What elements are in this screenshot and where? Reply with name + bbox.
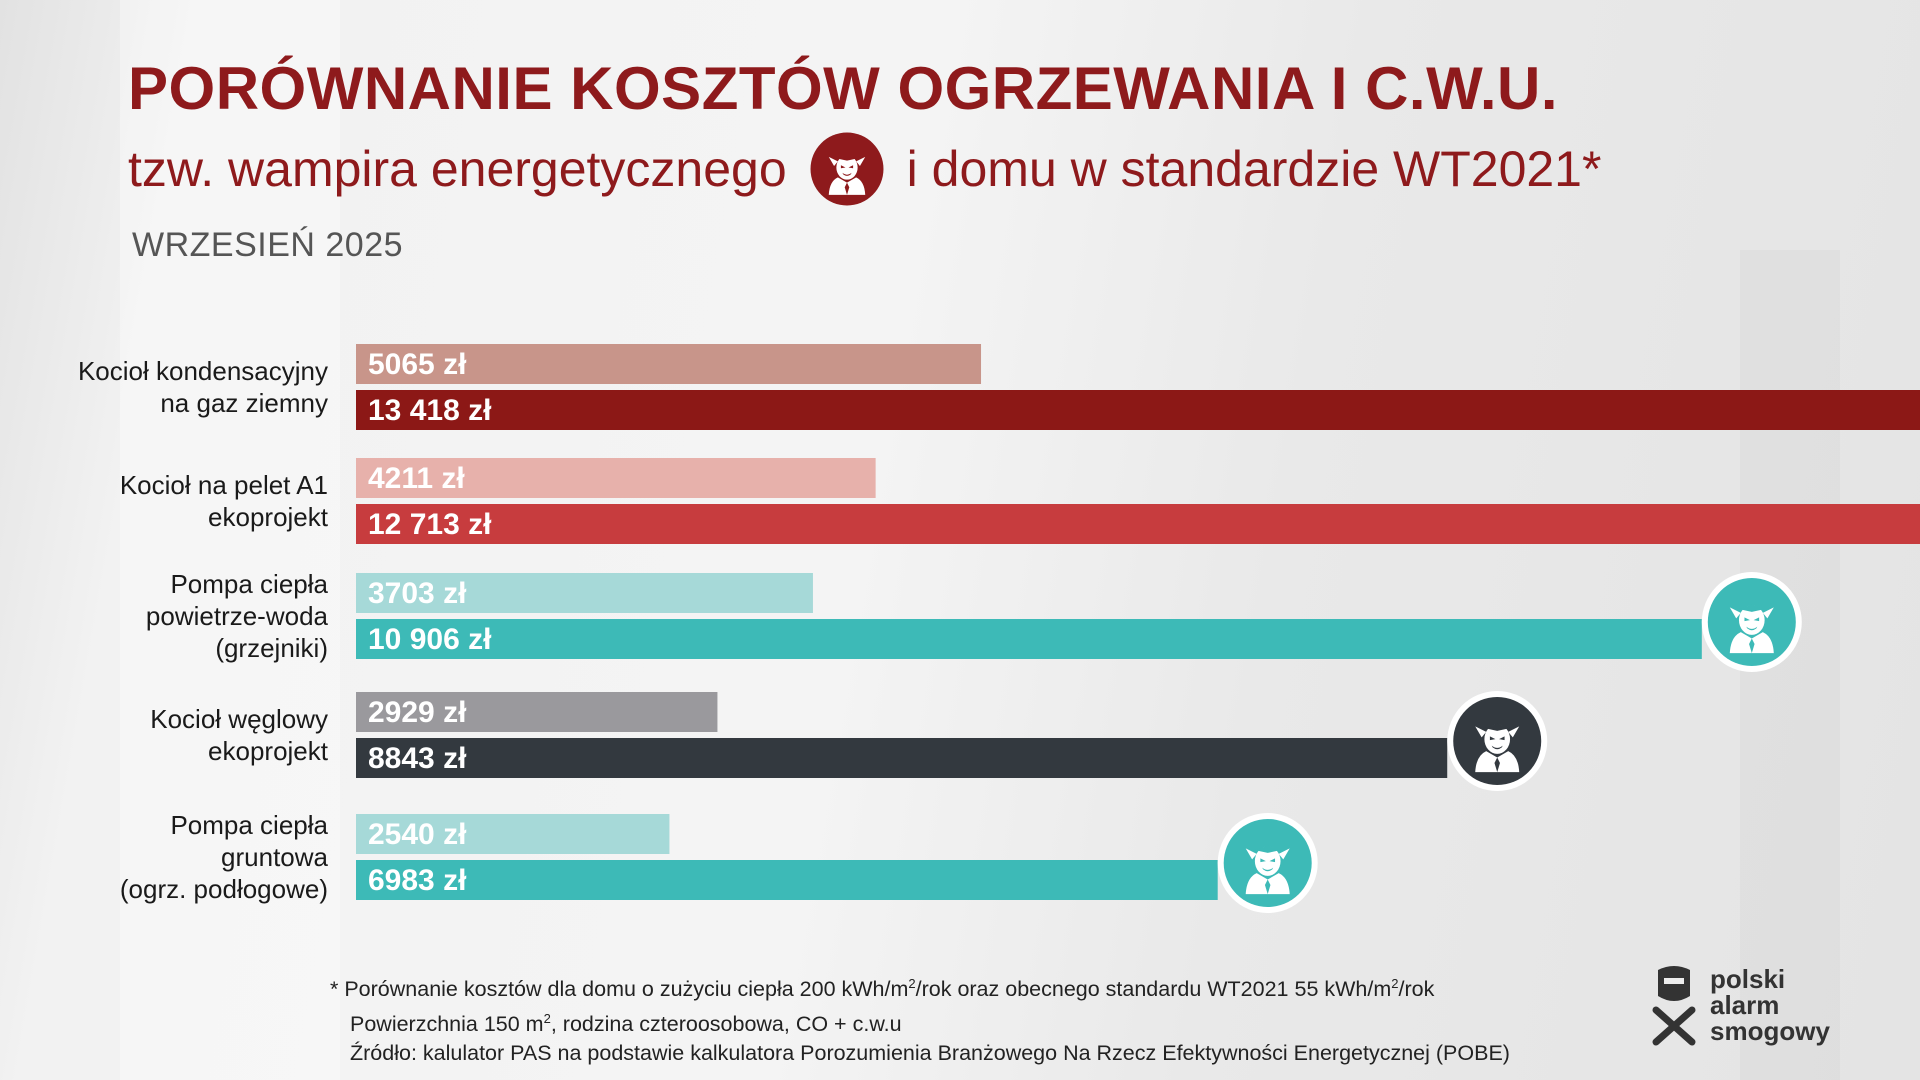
chart-subtitle: tzw. wampira energetycznego i domu w sta… <box>128 131 1601 207</box>
subtitle-part1: tzw. wampira energetycznego <box>128 141 787 197</box>
background-shape <box>120 0 340 1080</box>
bar-dark <box>356 860 1218 900</box>
vampire-icon <box>1217 813 1318 913</box>
category-label: ekoprojekt <box>208 502 329 532</box>
bar-light <box>356 814 670 854</box>
bar-dark <box>356 390 1920 430</box>
category-label: Kocioł kondensacyjny <box>78 356 328 386</box>
bar-dark <box>356 738 1448 778</box>
chart-title: PORÓWNANIE KOSZTÓW OGRZEWANIA I C.W.U. <box>128 55 1559 122</box>
category-label: (ogrz. podłogowe) <box>120 874 328 904</box>
category-label: ekoprojekt <box>208 736 329 766</box>
subtitle-part2: i domu w standardzie WT2021* <box>906 141 1602 197</box>
bar-value-label: 2929 zł <box>368 696 467 729</box>
bar-value-label: 6983 zł <box>368 864 467 897</box>
footnote-line-3: Źródło: kalulator PAS na podstawie kalku… <box>350 1041 1510 1066</box>
bar-value-label: 5065 zł <box>368 348 467 381</box>
bar-value-label: 10 906 zł <box>368 623 492 656</box>
bar-light <box>356 458 876 498</box>
footnote-line-2: Powierzchnia 150 m2, rodzina czteroosobo… <box>350 1011 902 1037</box>
category-label: powietrze-woda <box>146 601 329 631</box>
bar-value-label: 3703 zł <box>368 577 467 610</box>
logo: polski alarm smogowy <box>1652 964 1830 1046</box>
logo-mark-icon <box>1652 966 1696 1046</box>
category-label: na gaz ziemny <box>160 388 328 418</box>
category-label: Kocioł na pelet A1 <box>120 470 328 500</box>
bar-light <box>356 344 982 384</box>
bar-light <box>356 692 718 732</box>
vampire-icon <box>1447 691 1548 791</box>
chart-date: WRZESIEŃ 2025 <box>132 226 404 264</box>
category-label: (grzejniki) <box>215 633 328 663</box>
category-label: Pompa ciepła <box>170 569 328 599</box>
bar-value-label: 13 418 zł <box>368 394 492 427</box>
category-label: Kocioł węglowy <box>150 704 328 734</box>
bar-value-label: 4211 zł <box>368 462 465 495</box>
bar-dark <box>356 504 1920 544</box>
bar-value-label: 2540 zł <box>368 818 467 851</box>
footnote-line-1: * Porównanie kosztów dla domu o zużyciu … <box>330 976 1435 1002</box>
category-label: gruntowa <box>221 842 328 872</box>
vampire-icon <box>809 131 885 207</box>
category-label: Pompa ciepła <box>170 810 328 840</box>
logo-text: polski alarm smogowy <box>1710 964 1830 1046</box>
bar-light <box>356 573 813 613</box>
bar-dark <box>356 619 1702 659</box>
bar-value-label: 12 713 zł <box>368 508 492 541</box>
vampire-icon <box>1701 572 1802 672</box>
footnote: * Porównanie kosztów dla domu o zużyciu … <box>330 969 1510 1068</box>
bar-value-label: 8843 zł <box>368 742 467 775</box>
